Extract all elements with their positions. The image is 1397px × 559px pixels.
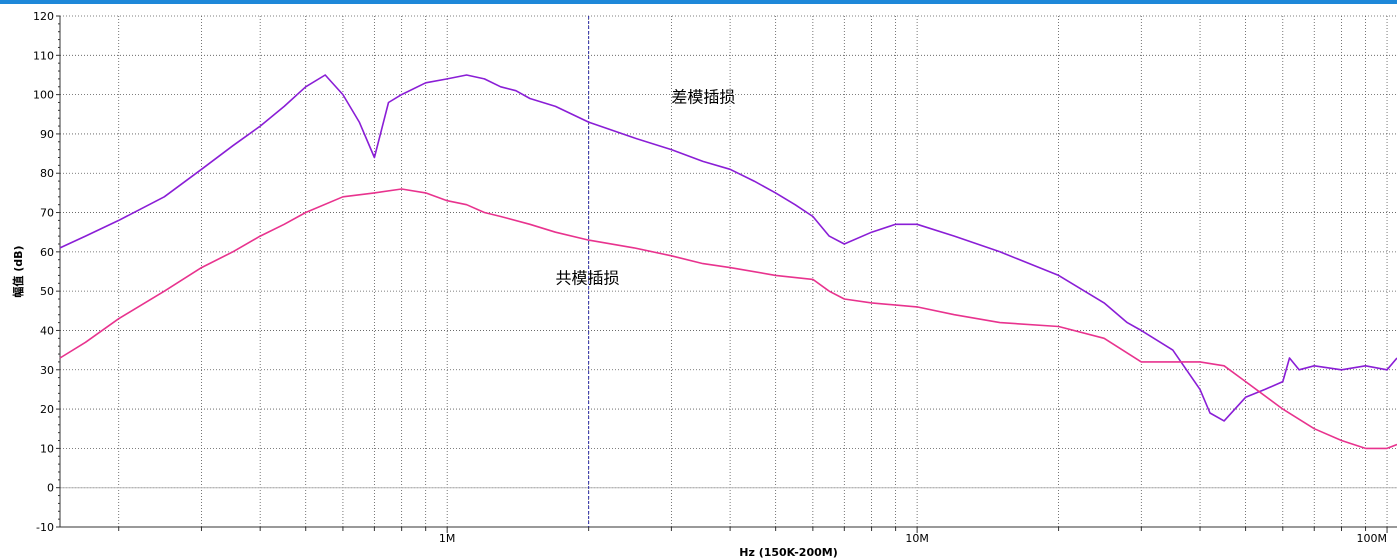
x-tick-label: 100M <box>1357 532 1388 545</box>
y-tick-label: 10 <box>40 442 54 455</box>
plot-area-background <box>60 16 1397 527</box>
y-tick-label: 90 <box>40 128 54 141</box>
y-tick-label: 40 <box>40 324 54 337</box>
x-axis-title: Hz (150K-200M) <box>739 546 838 559</box>
x-tick-label: 1M <box>439 532 456 545</box>
annotation-common-mode: 共模插损 <box>555 268 619 287</box>
series-line-differential-mode <box>59 74 1397 422</box>
y-tick-label: 100 <box>33 89 54 102</box>
y-axis-title: 幅值 (dB) <box>11 245 25 297</box>
axes: -10 0 10 20 30 40 50 60 70 80 90 100 110 120 1M 10M 100M <box>33 10 1397 545</box>
y-tick-label: 70 <box>40 207 54 220</box>
y-tick-label: -10 <box>36 521 54 534</box>
y-tick-label: 110 <box>33 49 54 62</box>
series-layer <box>59 74 1397 450</box>
x-tick-label: 10M <box>905 532 929 545</box>
labels: Hz (150K-200M) 幅值 (dB) 差模插损 共模插损 <box>11 87 838 559</box>
series-line-common-mode <box>59 188 1397 450</box>
y-tick-label: 60 <box>40 246 54 259</box>
y-tick-label: 30 <box>40 364 54 377</box>
y-tick-label: 20 <box>40 403 54 416</box>
y-tick-label: 0 <box>47 482 54 495</box>
y-tick-label: 120 <box>33 10 54 23</box>
y-tick-label: 80 <box>40 167 54 180</box>
window-top-bar <box>0 0 1397 4</box>
y-tick-label: 50 <box>40 285 54 298</box>
annotation-differential-mode: 差模插损 <box>671 87 735 106</box>
